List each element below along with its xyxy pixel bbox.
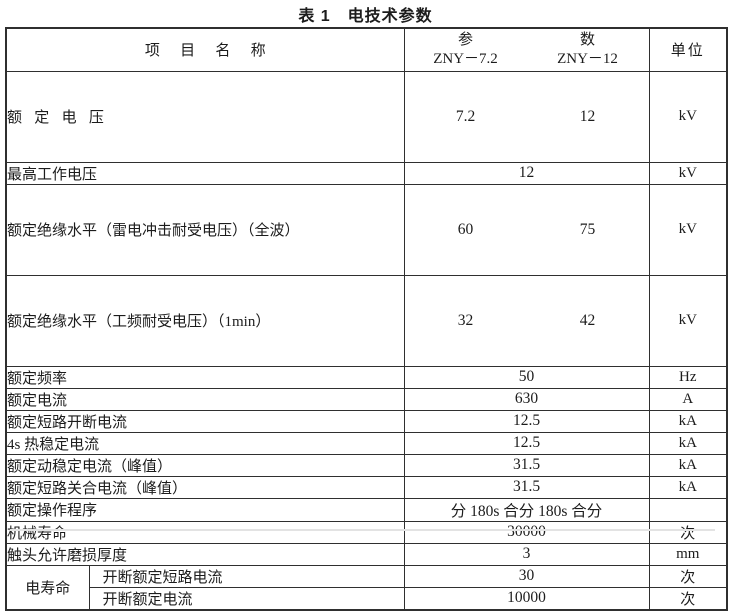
param-value-cell: 31.5 <box>403 453 650 477</box>
table-row-contact-wear-allowance: 触头允许磨损厚度 3 mm <box>5 542 728 566</box>
item-name-cell: 额定频率 <box>5 365 405 389</box>
item-name-cell: 额定短路开断电流 <box>5 409 405 433</box>
item-name-cell: 触头允许磨损厚度 <box>5 542 405 566</box>
param-value-cell: 12.5 <box>403 431 650 455</box>
param-value-cell: 7.2 12 <box>403 70 650 163</box>
table-row-impulse-withstand-voltage: 额定绝缘水平（雷电冲击耐受电压）（全波） 60 75 kV <box>5 183 728 276</box>
unit-cell: kV <box>648 274 728 367</box>
item-name-cell: 开断额定电流 <box>88 586 405 610</box>
table-row-rated-frequency: 额定频率 50 Hz <box>5 365 728 389</box>
unit-cell: 次 <box>648 520 728 544</box>
table-row-rated-current: 额定电流 630 A <box>5 387 728 411</box>
table-title: 表 1 电技术参数 <box>298 8 433 25</box>
unit-cell: kV <box>648 183 728 276</box>
document-page: 表 1 电技术参数 项目名称 参 数 ZNY－7.2 ZNY－12 <box>5 8 729 611</box>
table-row-mechanical-life: 机械寿命 30000 次 <box>5 520 728 544</box>
header-row: 项目名称 参 数 ZNY－7.2 ZNY－12 单位 <box>5 27 728 72</box>
model-zny-7-2-label: ZNY－7.2 <box>433 50 498 67</box>
parameters-group-label: 参 数 <box>405 31 648 50</box>
param-value-cell: 12 <box>403 161 650 185</box>
item-name-cell: 额定电流 <box>5 387 405 411</box>
scan-artifact-line <box>10 529 715 531</box>
param-value-zny-7-2: 60 <box>457 220 474 238</box>
table-row-4s-thermal-stability-current: 4s 热稳定电流 12.5 kA <box>5 431 728 455</box>
table-row-max-working-voltage: 最高工作电压 12 kV <box>5 161 728 185</box>
item-name-cell: 最高工作电压 <box>5 161 405 185</box>
unit-cell: A <box>648 387 728 411</box>
table-row-electrical-life-breaking-short-circuit-current: 电寿命 开断额定短路电流 30 次 <box>5 564 728 610</box>
table-row-power-frequency-withstand-voltage: 额定绝缘水平（工频耐受电压）（1min） 32 42 kV <box>5 274 728 367</box>
param-value-zny-12: 12 <box>579 107 596 125</box>
unit-cell: kV <box>648 161 728 185</box>
group-cell-electrical-life: 电寿命 <box>5 564 90 610</box>
unit-cell: 次 <box>648 586 728 610</box>
item-name-cell: 额定电压 <box>5 70 405 163</box>
item-name-cell: 额定绝缘水平（工频耐受电压）（1min） <box>5 274 405 367</box>
model-subheaders: ZNY－7.2 ZNY－12 <box>405 50 648 69</box>
param-value-cell: 12.5 <box>403 409 650 433</box>
param-label-right-char: 数 <box>580 31 596 48</box>
unit-cell: 次 <box>648 564 728 588</box>
unit-cell: kA <box>648 453 728 477</box>
unit-cell: kV <box>648 70 728 163</box>
item-name-cell: 机械寿命 <box>5 520 405 544</box>
param-value-cell: 30000 <box>403 520 650 544</box>
table-row-rated-voltage: 额定电压 7.2 12 kV <box>5 70 728 163</box>
column-header-item-name: 项目名称 <box>5 27 405 72</box>
param-value-cell: 3 <box>403 542 650 566</box>
param-value-zny-12: 42 <box>579 311 596 329</box>
table-row-rated-short-circuit-making-current: 额定短路关合电流（峰值） 31.5 kA <box>5 475 728 499</box>
item-name-cell: 额定短路关合电流（峰值） <box>5 475 405 499</box>
param-value-cell: 50 <box>403 365 650 389</box>
param-value-cell: 32 42 <box>403 274 650 367</box>
param-value-cell: 31.5 <box>403 475 650 499</box>
item-name-cell: 4s 热稳定电流 <box>5 431 405 455</box>
electrical-parameters-table: 项目名称 参 数 ZNY－7.2 ZNY－12 单位 额定电压 <box>5 27 729 611</box>
unit-cell: kA <box>648 431 728 455</box>
param-value-cell: 630 <box>403 387 650 411</box>
param-value-zny-7-2: 7.2 <box>455 107 476 125</box>
param-value-cell: 60 75 <box>403 183 650 276</box>
table-row-electrical-life-breaking-rated-current: 开断额定电流 10000 次 <box>6 586 728 610</box>
unit-cell: kA <box>648 409 728 433</box>
item-name-cell: 额定动稳定电流（峰值） <box>5 453 405 477</box>
param-value-cell: 分 180s 合分 180s 合分 <box>403 497 650 522</box>
item-name-cell: 开断额定短路电流 <box>88 564 405 588</box>
item-name-cell: 额定操作程序 <box>5 497 405 522</box>
unit-cell: mm <box>648 542 728 566</box>
param-value-cell: 30 <box>403 564 650 588</box>
param-label-left-char: 参 <box>458 31 474 48</box>
param-value-zny-12: 75 <box>579 220 596 238</box>
unit-cell <box>648 497 728 522</box>
model-zny-12-label: ZNY－12 <box>557 50 618 67</box>
column-header-unit: 单位 <box>648 27 728 72</box>
table-row-rated-dynamic-stability-current: 额定动稳定电流（峰值） 31.5 kA <box>5 453 728 477</box>
table-row-rated-operating-sequence: 额定操作程序 分 180s 合分 180s 合分 <box>5 497 728 522</box>
item-name-cell: 额定绝缘水平（雷电冲击耐受电压）（全波） <box>5 183 405 276</box>
column-header-parameters: 参 数 ZNY－7.2 ZNY－12 <box>403 27 650 72</box>
param-value-cell: 10000 <box>403 586 650 610</box>
unit-cell: Hz <box>648 365 728 389</box>
param-value-zny-7-2: 32 <box>457 311 474 329</box>
table-row-rated-short-circuit-breaking-current: 额定短路开断电流 12.5 kA <box>5 409 728 433</box>
unit-cell: kA <box>648 475 728 499</box>
